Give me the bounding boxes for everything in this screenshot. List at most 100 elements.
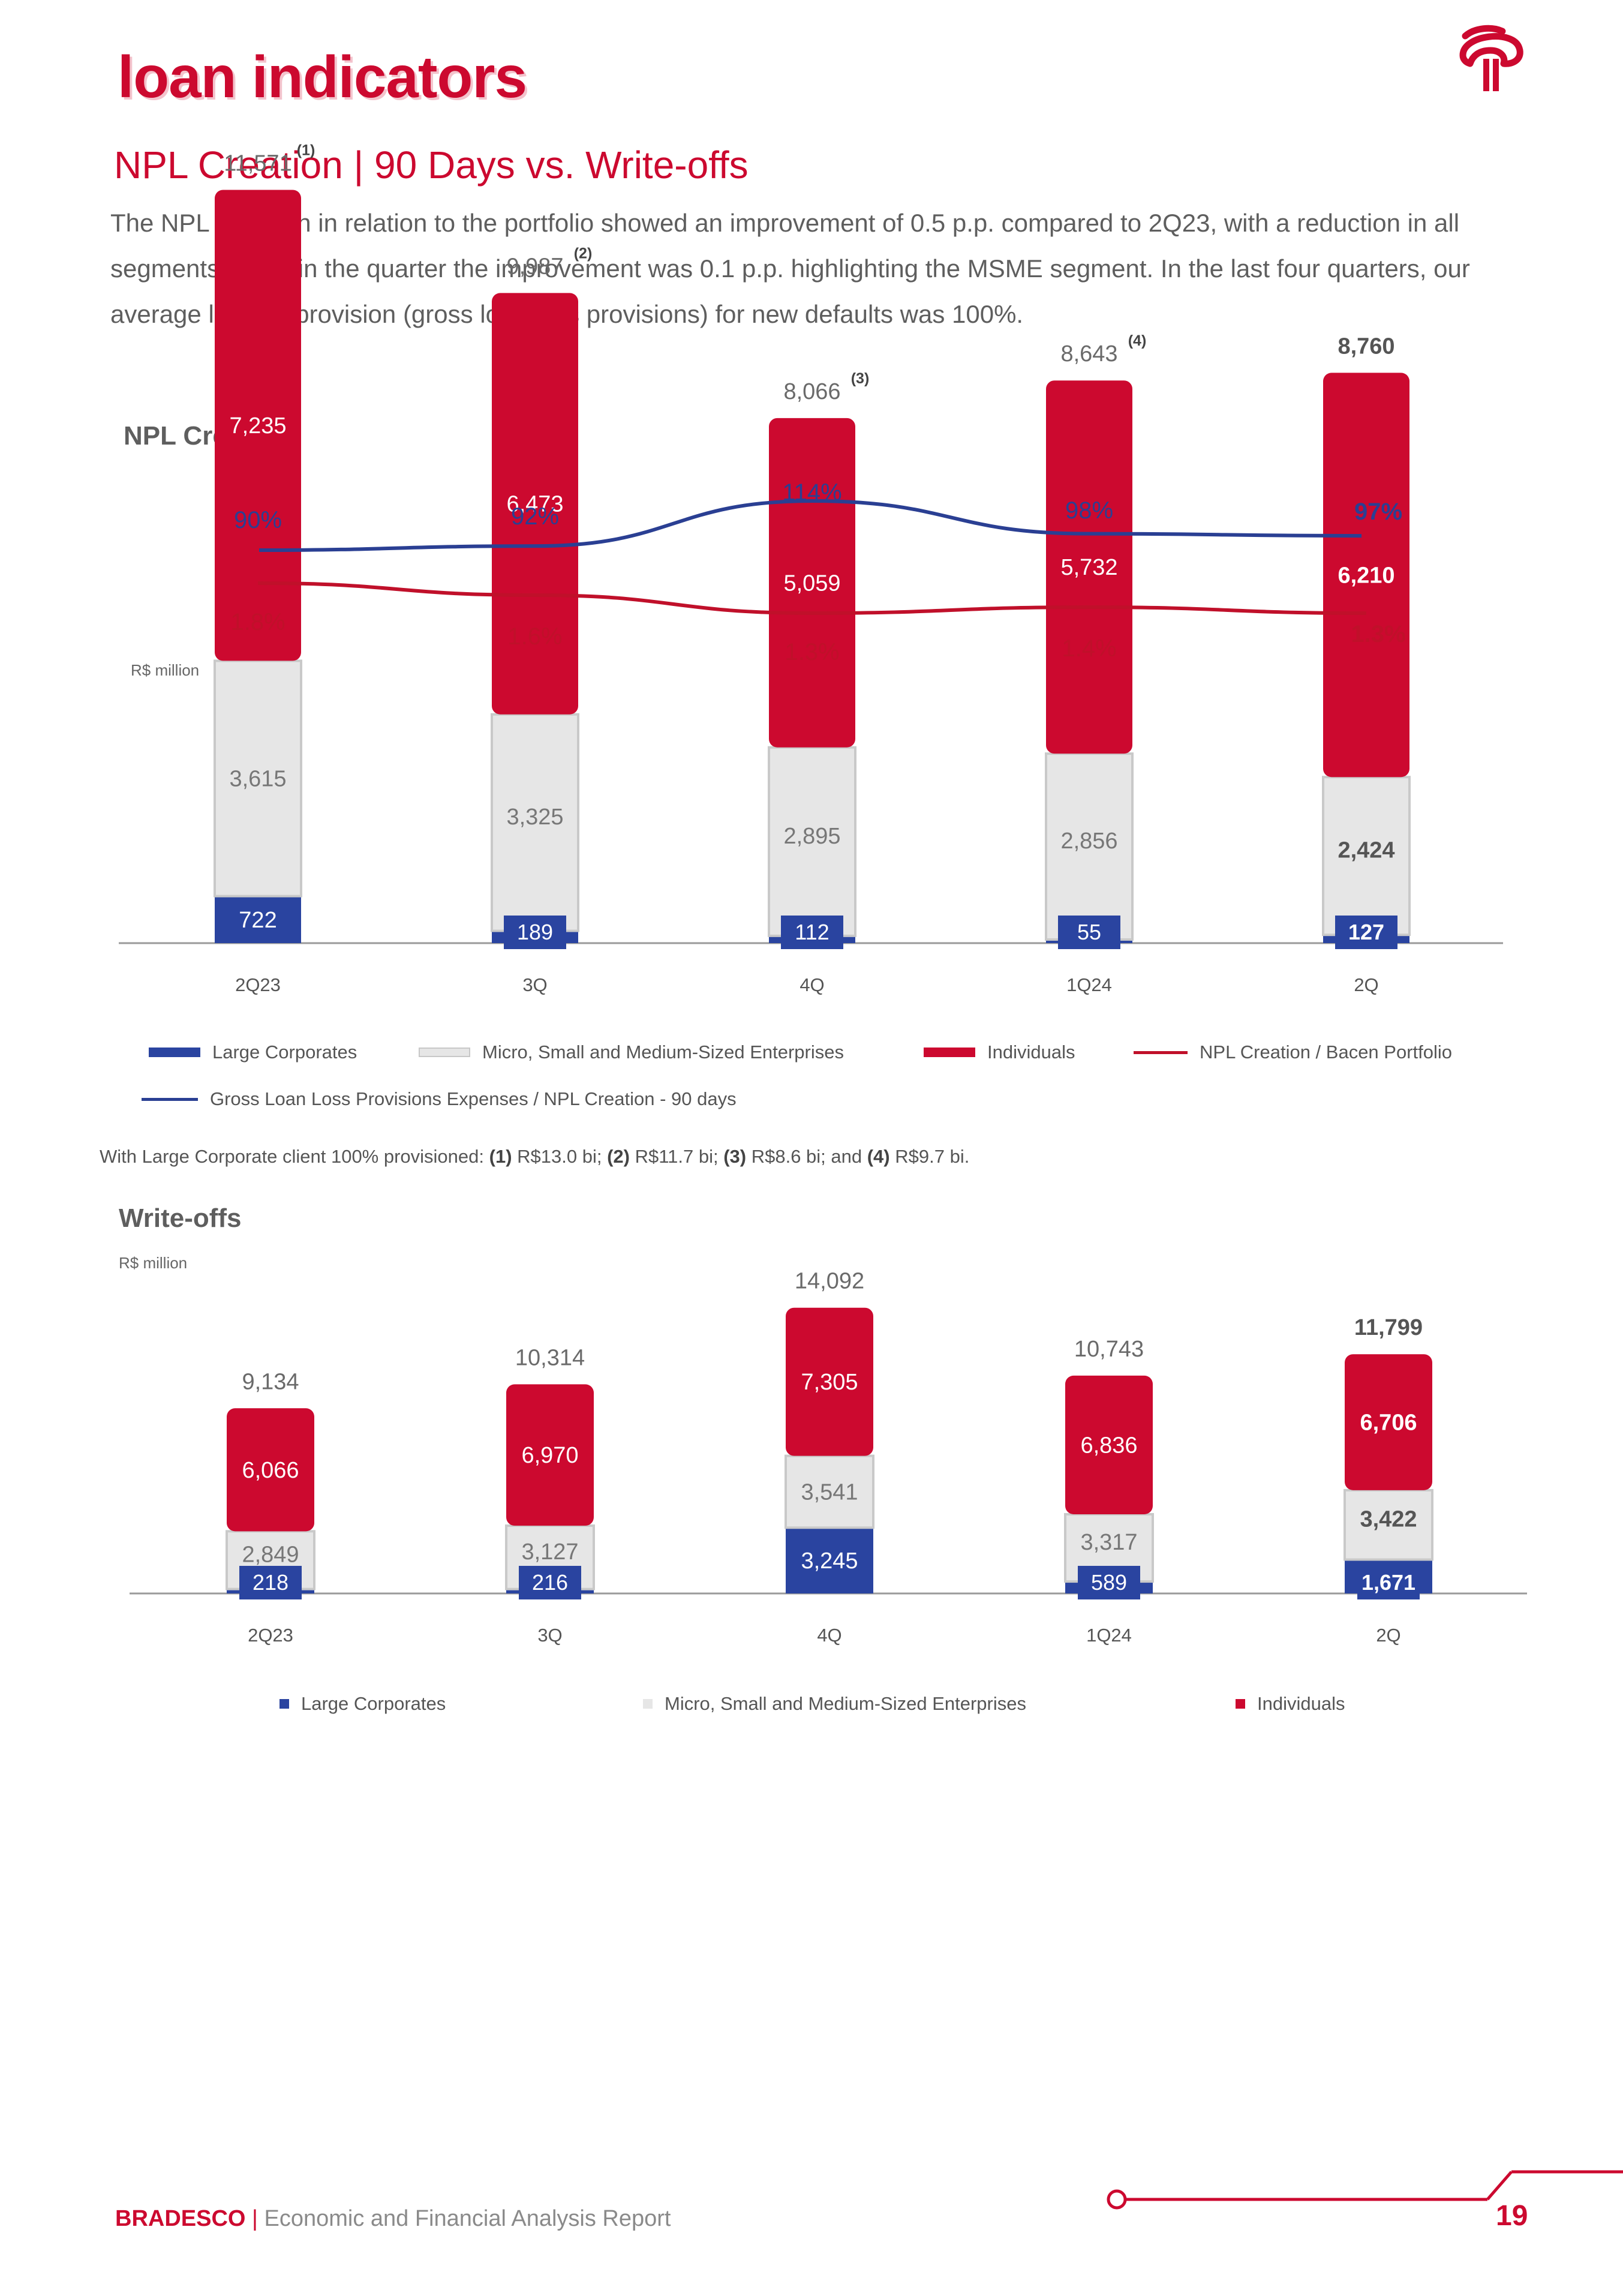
npl-portfolio-label: 1.6% — [507, 623, 562, 650]
x-tick-label: 4Q — [817, 1625, 841, 1646]
data-label-individuals: 6,836 — [1080, 1433, 1137, 1458]
legend-individuals: Individuals — [924, 1042, 1134, 1063]
footnote: With Large Corporate client 100% provisi… — [100, 1146, 969, 1167]
bar-individuals — [1046, 380, 1132, 754]
writeoffs-chart: 218 2,849 6,066 9,134 2Q23 216 3,127 6,970 10,31… — [130, 1269, 1527, 1646]
data-label-msme: 3,615 — [229, 767, 286, 792]
bar-individuals — [227, 1408, 314, 1532]
footnote-value-1: R$13.0 bi; — [512, 1146, 608, 1167]
data-label-total: 11,571 — [224, 151, 291, 176]
data-label-total: 10,743 — [1074, 1337, 1144, 1362]
npl-legend: Large Corporates Micro, Small and Medium… — [149, 1042, 1452, 1063]
large-corporates-label-badge — [781, 916, 843, 949]
total-footnote-marker: (4) — [1128, 332, 1147, 349]
bar-individuals — [1323, 373, 1409, 778]
data-label-individuals: 7,305 — [801, 1370, 858, 1395]
data-label-individuals: 6,210 — [1338, 563, 1394, 588]
large-corporates-label-badge — [519, 1566, 581, 1599]
data-label-total: 14,092 — [795, 1269, 864, 1294]
legend-label: Individuals — [1257, 1693, 1345, 1714]
data-label-large-corporates: 55 — [1077, 920, 1101, 944]
legend-swatch-provision-line — [142, 1097, 198, 1101]
npl-portfolio-label: 1.3% — [785, 639, 839, 665]
data-label-msme: 3,541 — [801, 1479, 858, 1505]
data-label-individuals: 6,970 — [521, 1443, 578, 1468]
data-label-individuals: 5,732 — [1060, 555, 1117, 580]
legend-label: Micro, Small and Medium-Sized Enterprise… — [482, 1042, 844, 1063]
data-label-large-corporates: 218 — [253, 1570, 288, 1595]
x-tick-label: 1Q24 — [1066, 974, 1112, 995]
x-tick-label: 3Q — [537, 1625, 562, 1646]
x-tick-label: 1Q24 — [1086, 1625, 1132, 1646]
footnote-ref-3: (3) — [723, 1146, 747, 1167]
footnote-value-3: R$8.6 bi; and — [746, 1146, 867, 1167]
legend-swatch-npl-line — [1134, 1051, 1188, 1054]
legend-msme: Micro, Small and Medium-Sized Enterprise… — [419, 1042, 924, 1063]
legend-label: NPL Creation / Bacen Portfolio — [1200, 1042, 1453, 1063]
npl-chart-unit: R$ million — [131, 661, 200, 679]
x-tick-label: 2Q — [1376, 1625, 1400, 1646]
bar-msme — [214, 659, 302, 898]
npl-portfolio-label: 1.3% — [1351, 621, 1405, 647]
large-corporates-label-badge — [1058, 916, 1120, 949]
bar-individuals — [786, 1307, 873, 1456]
footer-report-name: Economic and Financial Analysis Report — [264, 2206, 671, 2231]
bar-msme — [1344, 1488, 1433, 1561]
data-label-msme: 2,895 — [783, 824, 840, 849]
data-label-large-corporates: 189 — [517, 920, 553, 944]
page-title: loan indicators — [118, 44, 527, 110]
data-label-large-corporates: 3,245 — [801, 1548, 858, 1574]
legend-swatch-large-corporates — [279, 1699, 289, 1709]
large-corporates-label-badge — [1078, 1566, 1140, 1599]
legend-label: Large Corporates — [301, 1693, 446, 1714]
data-label-msme: 2,856 — [1060, 829, 1117, 854]
footnote-value-4: R$9.7 bi. — [889, 1146, 970, 1167]
bar-individuals — [492, 293, 578, 715]
data-label-large-corporates: 216 — [532, 1570, 568, 1595]
data-label-total: 8,643 — [1060, 341, 1117, 367]
provision-ratio-label: 97% — [1354, 499, 1402, 525]
data-label-individuals: 6,473 — [506, 492, 563, 517]
npl-legend-row2: Gross Loan Loss Provisions Expenses / NP… — [142, 1088, 737, 1110]
data-label-msme: 2,849 — [242, 1542, 299, 1567]
provision-ratio-label: 114% — [782, 479, 841, 506]
data-label-total: 11,799 — [1354, 1315, 1423, 1340]
data-label-total: 10,314 — [515, 1345, 585, 1370]
data-label-total: 9,134 — [242, 1369, 299, 1394]
data-label-msme: 2,424 — [1338, 838, 1394, 863]
total-footnote-marker: (3) — [851, 370, 870, 387]
writeoffs-chart-unit: R$ million — [119, 1254, 188, 1272]
bar-individuals — [1065, 1375, 1153, 1514]
data-label-total: 8,066 — [783, 379, 840, 404]
legend-swatch-large-corporates — [149, 1048, 200, 1057]
large-corporates-label-badge — [1357, 1566, 1420, 1599]
x-tick-label: 2Q23 — [235, 974, 281, 995]
npl-portfolio-label: 1.8% — [230, 609, 285, 635]
footnote-ref-1: (1) — [489, 1146, 512, 1167]
footer-brand-name: BRADESCO — [115, 2206, 246, 2231]
provision-ratio-label: 98% — [1065, 497, 1113, 524]
legend-large-corporates: Large Corporates — [279, 1693, 643, 1715]
data-label-msme: 3,325 — [506, 805, 563, 830]
data-label-large-corporates: 589 — [1091, 1570, 1127, 1595]
writeoffs-legend: Large Corporates Micro, Small and Medium… — [279, 1693, 1345, 1715]
data-label-large-corporates: 127 — [1348, 920, 1384, 944]
bar-large-corporates — [786, 1527, 873, 1593]
data-label-individuals: 5,059 — [783, 571, 840, 596]
legend-swatch-msme — [419, 1048, 470, 1057]
legend-label: Micro, Small and Medium-Sized Enterprise… — [665, 1693, 1026, 1714]
x-tick-label: 2Q23 — [248, 1625, 293, 1646]
bar-individuals — [506, 1384, 594, 1526]
large-corporates-label-badge — [1335, 916, 1397, 949]
data-label-msme: 3,422 — [1360, 1507, 1417, 1532]
legend-label: Large Corporates — [212, 1042, 357, 1063]
footnote-value-2: R$11.7 bi; — [629, 1146, 724, 1167]
legend-npl-line: NPL Creation / Bacen Portfolio — [1134, 1042, 1452, 1063]
footer-separator: | — [252, 2206, 258, 2231]
npl-portfolio-label: 1.4% — [1062, 635, 1116, 662]
legend-provision-line: Gross Loan Loss Provisions Expenses / NP… — [142, 1088, 737, 1110]
provision-ratio-line — [259, 499, 1362, 552]
large-corporates-label-badge — [239, 1566, 302, 1599]
data-label-large-corporates: 112 — [795, 920, 829, 944]
legend-swatch-individuals — [1236, 1699, 1245, 1709]
